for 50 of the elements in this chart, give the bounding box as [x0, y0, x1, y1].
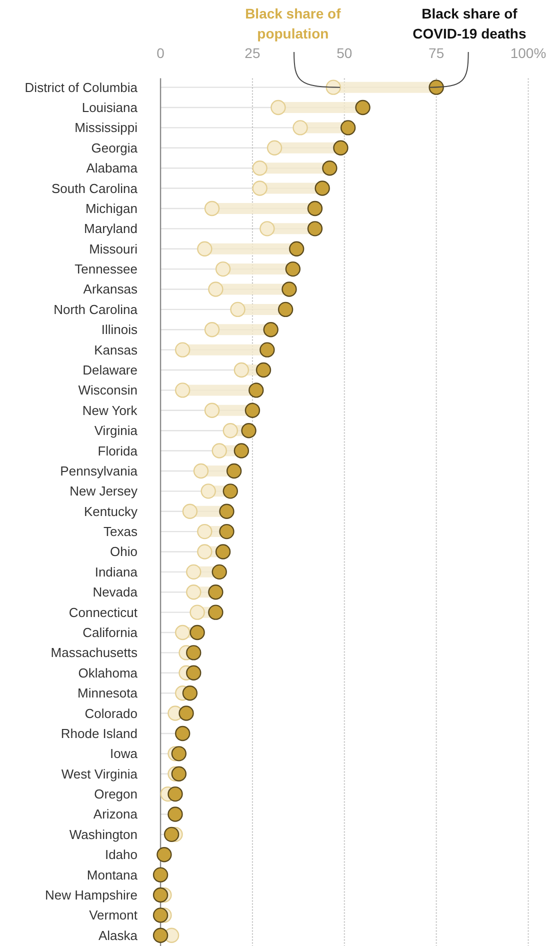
x-tick-label: 25: [244, 45, 260, 62]
y-tick-label: Indiana: [94, 564, 138, 580]
text: Black share of population: [245, 6, 342, 42]
y-tick-label: Virginia: [94, 423, 138, 438]
y-tick-label: Alabama: [86, 160, 138, 176]
y-tick-label: Ohio: [110, 544, 138, 560]
y-tick-label: North Carolina: [54, 302, 138, 317]
y-tick-label: Arkansas: [83, 282, 138, 297]
y-tick-label: Florida: [98, 443, 138, 458]
y-tick-label: Mississippi: [74, 120, 138, 136]
y-tick-label: Connecticut: [68, 604, 138, 620]
y-tick-label: Vermont: [89, 908, 138, 923]
y-tick-label: Iowa: [110, 746, 138, 762]
y-tick-label: Texas: [104, 524, 138, 540]
y-tick-label: Wisconsin: [78, 382, 138, 398]
y-tick-label: Alaska: [98, 928, 138, 943]
y-tick-label: Montana: [86, 867, 138, 882]
y-tick-label: South Carolina: [52, 180, 138, 196]
y-tick-label: Idaho: [104, 847, 138, 862]
y-tick-label: Rhode Island: [60, 726, 138, 741]
y-tick-label: Massachusetts: [50, 645, 138, 660]
y-tick-label: Minnesota: [78, 686, 138, 701]
y-tick-label: Illinois: [101, 322, 138, 338]
y-tick-label: District of Columbia: [24, 80, 138, 95]
y-tick-label: Delaware: [82, 362, 138, 378]
x-tick-label: 0: [156, 45, 165, 62]
x-tick-label: 75: [428, 45, 444, 62]
y-tick-label: Washington: [69, 826, 138, 842]
y-tick-label: West Virginia: [61, 766, 138, 782]
y-tick-label: Arizona: [93, 806, 138, 822]
y-tick-label: Pennsylvania: [60, 463, 138, 478]
y-tick-label: New Hampshire: [45, 888, 138, 903]
y-tick-label: Missouri: [89, 241, 138, 256]
y-tick-label: Oregon: [94, 786, 138, 802]
y-tick-label: Kansas: [94, 342, 138, 358]
y-tick-label: Nevada: [92, 584, 138, 600]
y-tick-label: Michigan: [85, 200, 138, 216]
y-tick-label: New York: [82, 402, 138, 418]
text: Black share of COVID-19 deaths: [412, 6, 526, 42]
y-tick-label: New Jersey: [70, 484, 138, 499]
y-tick-label: Georgia: [91, 140, 138, 156]
y-tick-label: California: [82, 625, 138, 640]
y-tick-label: Kentucky: [84, 504, 138, 519]
x-tick-label: 50: [336, 45, 352, 62]
y-tick-label: Colorado: [84, 706, 138, 721]
y-tick-label: Tennessee: [74, 262, 138, 277]
y-tick-label: Oklahoma: [78, 665, 138, 680]
y-tick-label: Louisiana: [82, 100, 138, 116]
y-tick-label: Maryland: [84, 221, 138, 236]
x-tick-label: 100%: [510, 45, 546, 62]
